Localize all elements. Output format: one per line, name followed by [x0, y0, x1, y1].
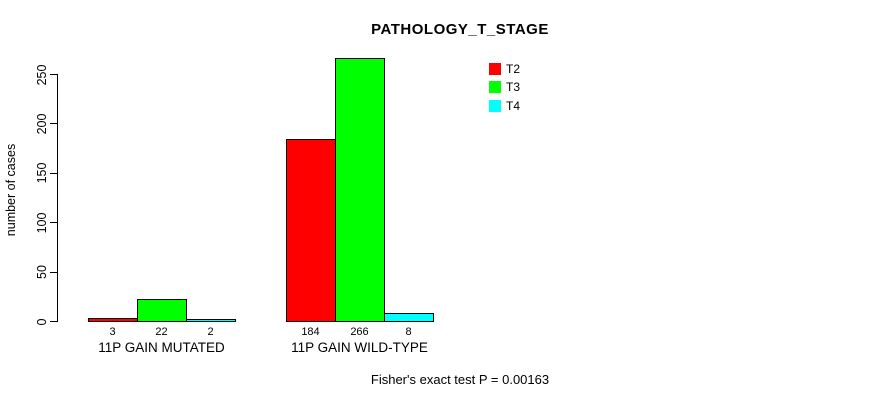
y-tick [50, 123, 57, 125]
bar-value-label: 266 [350, 326, 369, 338]
y-tick-label: 100 [35, 212, 49, 234]
legend-entry-t3: T3 [489, 80, 521, 94]
y-tick-label: 150 [35, 162, 49, 184]
bar-t2-group2 [286, 139, 336, 322]
bar-t4-group1 [186, 319, 236, 322]
y-tick [50, 172, 57, 174]
y-tick [50, 321, 57, 322]
legend-label: T3 [506, 80, 521, 94]
annotation: Fisher's exact test P = 0.00163 [370, 372, 550, 387]
bar-value-label: 184 [301, 326, 320, 338]
bar-t3-group2 [335, 58, 385, 322]
legend-label: T2 [506, 61, 521, 76]
bar-value-label: 8 [405, 326, 412, 338]
y-tick-label: 50 [35, 265, 49, 280]
legend-swatch-icon [489, 62, 501, 75]
legend-entry-t4: T4 [489, 98, 521, 113]
legend-label: T4 [506, 98, 521, 113]
bar-value-label: 22 [155, 326, 168, 338]
y-tick-label: 250 [35, 64, 49, 85]
y-tick-label: 200 [35, 113, 49, 135]
legend-swatch-icon [489, 99, 501, 112]
legend: T2 T3 T4 [489, 62, 520, 118]
y-tick [50, 74, 57, 75]
bar-t4-group2 [384, 313, 434, 322]
y-tick [50, 222, 57, 224]
group-label: 11P GAIN MUTATED [98, 340, 225, 355]
bar-t3-group1 [137, 299, 187, 322]
bar-value-label: 3 [109, 326, 116, 338]
group-label: 11P GAIN WILD-TYPE [291, 340, 428, 355]
bar-value-label: 2 [207, 326, 214, 338]
y-tick-label: 0 [35, 318, 49, 325]
y-axis-label: number of cases [4, 143, 18, 237]
y-axis-line [57, 74, 58, 322]
y-tick [50, 271, 57, 273]
legend-swatch-icon [489, 81, 501, 93]
bar-t2-group1 [88, 318, 138, 322]
chart-title: PATHOLOGY_T_STAGE [371, 21, 549, 38]
legend-entry-t2: T2 [489, 61, 521, 76]
